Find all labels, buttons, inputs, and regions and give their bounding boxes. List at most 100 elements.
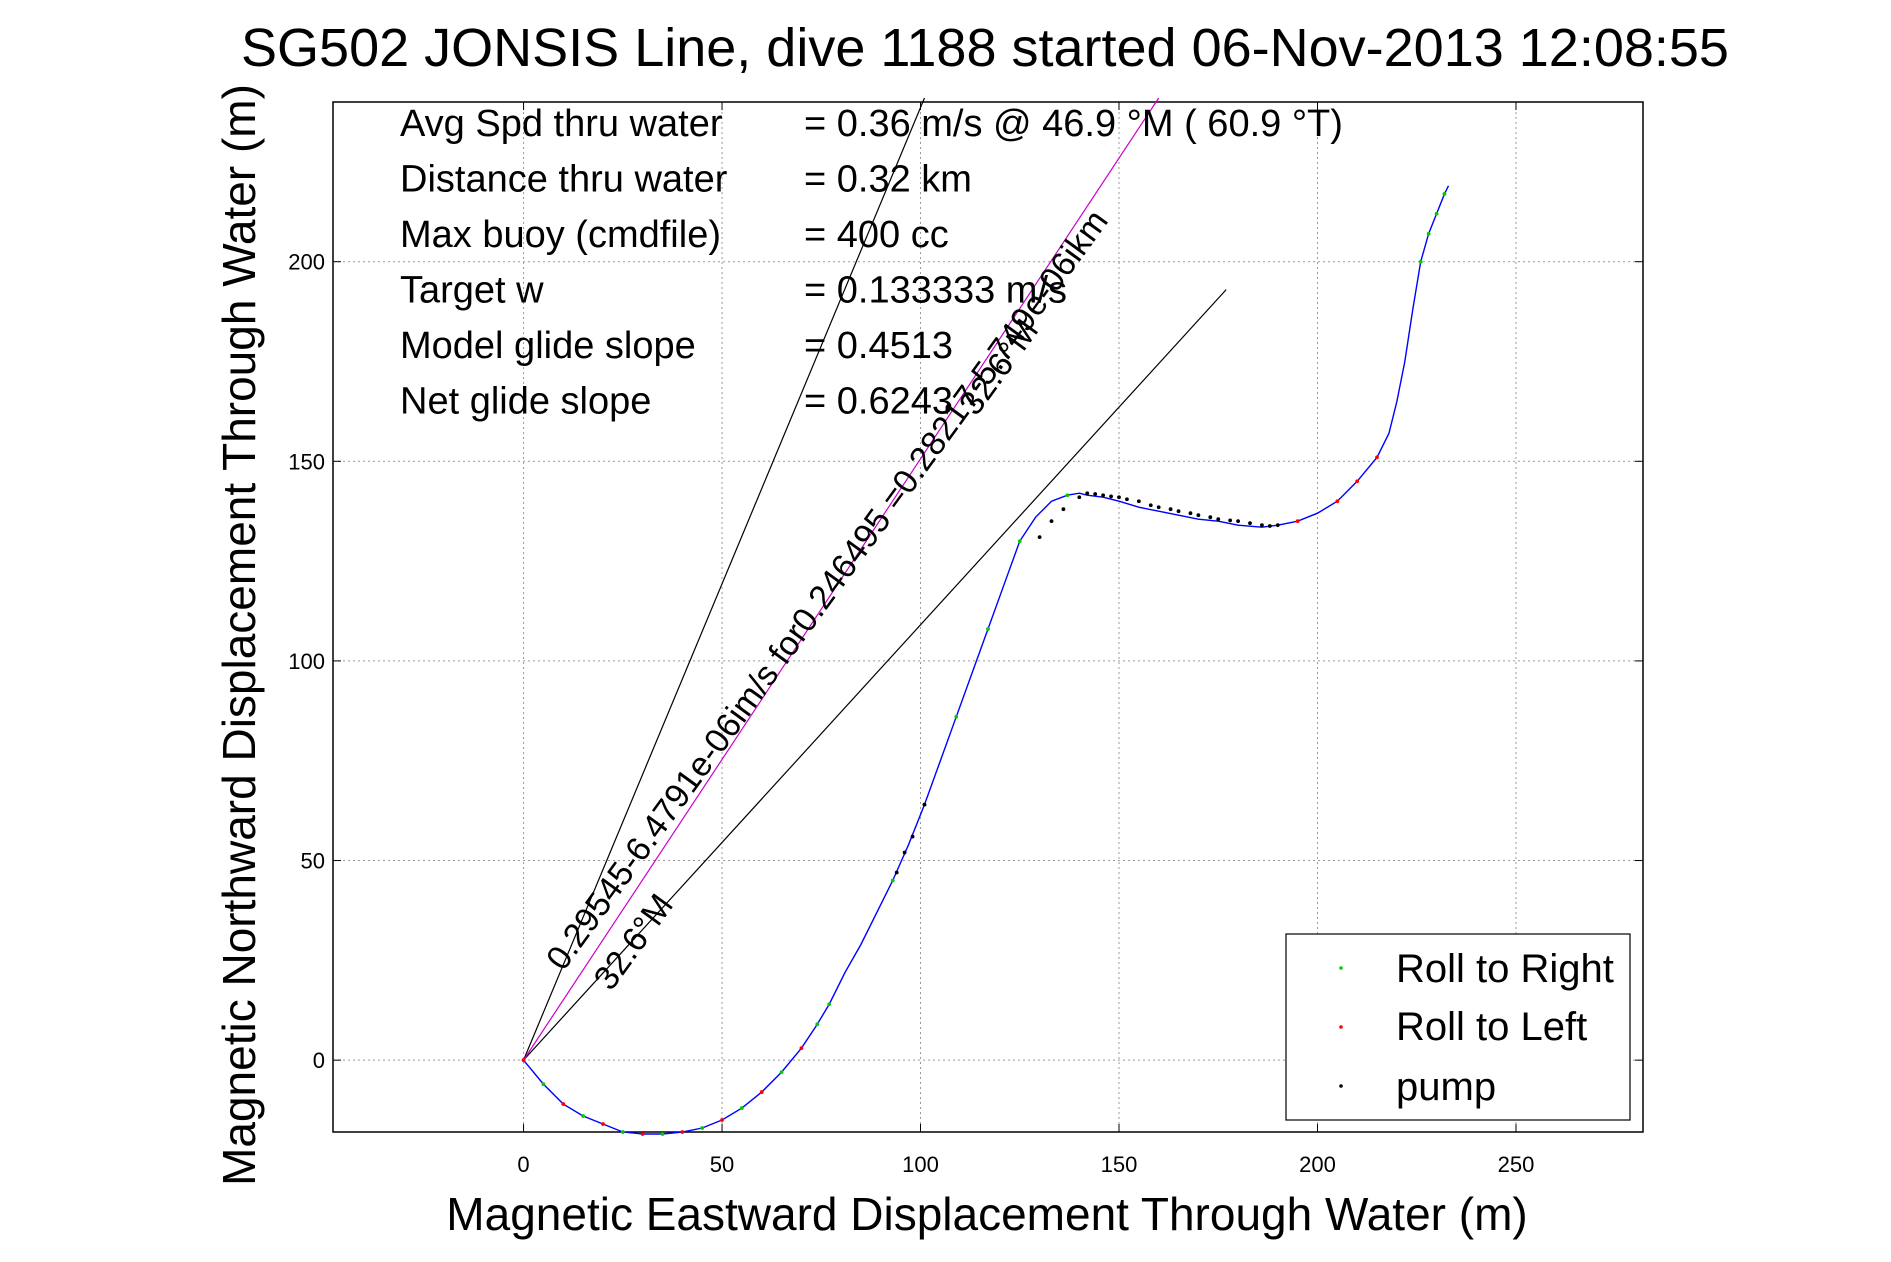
point-pump [910,834,915,839]
point-pump [1125,497,1129,502]
x-tick-label: 0 [517,1152,529,1177]
point-pump [1260,523,1264,528]
reference-line [523,289,1227,1061]
chart-title: SG502 JONSIS Line, dive 1188 started 06-… [241,18,1729,78]
x-tick-label: 50 [710,1152,734,1177]
stat-label: Net glide slope [400,381,651,423]
point-roll-to-right [1017,539,1022,544]
point-roll-to-right [827,1002,832,1007]
point-pump [1037,535,1042,540]
point-pump [902,850,907,855]
point-roll-to-right [541,1082,546,1086]
point-roll-to-left [720,1118,724,1122]
reference-lines [522,97,1227,1061]
point-roll-to-left [640,1132,645,1136]
point-roll-to-right [660,1132,665,1136]
point-pump [1085,491,1090,496]
x-tick-label: 100 [902,1152,939,1177]
x-axis-label: Magnetic Eastward Displacement Through W… [446,1188,1527,1240]
point-roll-to-right [954,714,959,719]
point-roll-to-left [759,1090,764,1094]
stat-value: = 400 cc [804,214,949,256]
track-line [523,185,1450,1135]
stats-block: Avg Spd thru water = 0.36 m/s @ 46.9 °M (… [400,103,1343,423]
legend-marker-roll-left [1339,1025,1343,1029]
stat-value: = 0.6243 [804,381,953,423]
legend-marker-roll-right [1339,966,1343,970]
point-roll-to-left [601,1122,605,1126]
stat-label: Distance thru water [400,159,728,201]
stat-value: = 0.133333 m/s [804,270,1067,312]
point-pump [1101,493,1106,498]
point-roll-to-left [1355,479,1360,484]
y-tick-label: 200 [288,250,325,275]
point-pump [1236,519,1240,524]
y-axis-label: Magnetic Northward Displacement Through … [213,84,265,1186]
point-pump [1176,509,1181,514]
point-roll-to-right [779,1070,784,1075]
point-roll-to-right [1426,231,1431,236]
point-pump [1208,515,1213,520]
x-tick-label: 200 [1299,1152,1336,1177]
stat-label: Max buoy (cmdfile) [400,214,721,256]
point-pump [1148,503,1153,508]
point-pump [1049,519,1054,524]
point-pump [1093,492,1098,496]
legend: Roll to Right Roll to Left pump [1285,933,1631,1121]
y-tick-label: 150 [288,449,325,474]
point-roll-to-left [799,1046,804,1051]
legend-label-roll-right: Roll to Right [1396,947,1614,991]
point-roll-to-left [1295,519,1300,524]
point-pump [1228,518,1233,523]
stat-value: = 0.32 km [804,159,972,201]
tick-labels: 0 50 100 150 200 250 0 50 100 150 200 [288,250,1534,1177]
point-roll-to-right [700,1126,705,1130]
point-roll-to-right [815,1022,820,1027]
x-tick-label: 150 [1101,1152,1138,1177]
point-pump [894,870,899,875]
point-roll-to-right [890,878,895,883]
point-pump [922,802,927,807]
point-roll-to-right [1065,493,1070,498]
legend-box [1285,933,1631,1121]
point-pump [1188,511,1193,516]
grid-lines [333,102,1643,1132]
point-roll-to-left [1335,499,1340,504]
point-roll-to-right [581,1114,585,1118]
point-roll-to-right [620,1130,625,1134]
stat-label: Model glide slope [400,325,696,367]
point-pump [1196,513,1201,518]
point-pump [1275,523,1280,528]
reference-line [523,97,1160,1061]
point-pump [1117,495,1121,500]
point-roll-to-right [739,1106,744,1110]
legend-marker-pump [1339,1084,1343,1088]
stat-label: Target w [400,270,544,312]
point-pump [1061,507,1066,512]
point-roll-to-left [680,1130,685,1134]
x-tick-label: 250 [1498,1152,1535,1177]
series-layer [521,185,1450,1136]
point-pump [1156,505,1161,510]
point-pump [1267,524,1272,528]
stat-label: Avg Spd thru water [400,103,723,145]
point-pump [1168,507,1173,512]
point-roll-to-right [986,627,990,631]
stat-value: = 0.4513 [804,325,953,367]
y-tick-label: 50 [301,849,325,874]
legend-label-roll-left: Roll to Left [1396,1005,1587,1049]
point-roll-to-right [1434,211,1439,216]
legend-label-pump: pump [1396,1065,1496,1109]
point-pump [1109,494,1113,499]
reference-line [522,97,926,1061]
stat-value: = 0.36 m/s @ 46.9 °M ( 60.9 °T) [804,103,1343,145]
point-roll-to-left [561,1102,566,1106]
point-roll-to-right [1442,191,1447,196]
point-roll-to-right [1418,259,1423,264]
point-roll-to-left [1375,455,1379,460]
point-roll-to-left [521,1058,526,1063]
point-pump [1077,495,1082,500]
point-pump [1216,517,1221,522]
y-tick-label: 0 [313,1048,325,1073]
